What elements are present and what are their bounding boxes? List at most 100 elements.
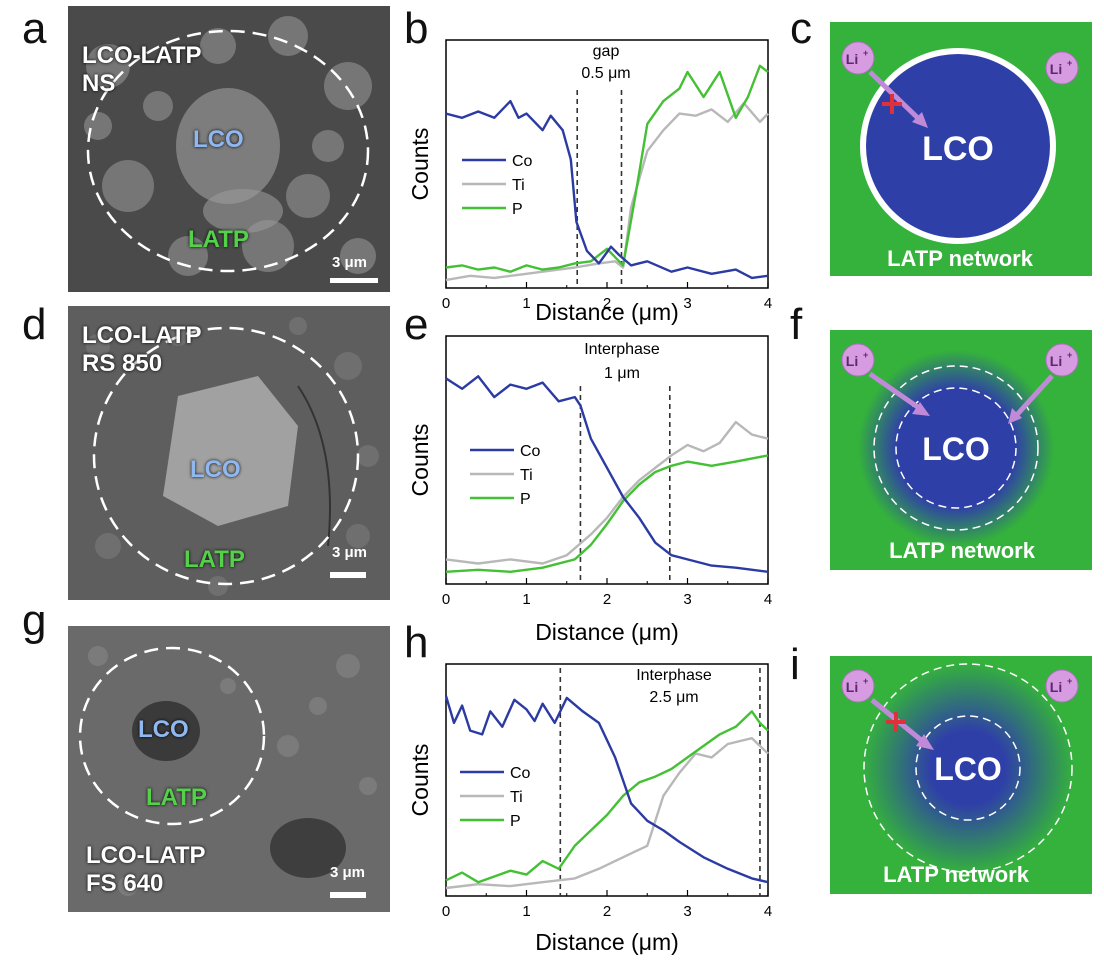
x-tick-label: 3 — [683, 591, 691, 608]
li-ion-icon — [841, 343, 875, 377]
series-line-co — [445, 375, 769, 573]
chart-svg: 0 1 2 3 4 Co Ti P Distance (μm) Counts Interph… — [407, 663, 772, 955]
schematic-svg: LCO LATP network Li + Li + — [841, 41, 1079, 271]
sem-sample-label: LCO-LATP FS 640 — [86, 842, 206, 897]
x-tick-label: 3 — [683, 903, 691, 920]
scale-bar-label: 3 μm — [332, 544, 368, 561]
eds-line-scan-chart-e: 0 1 2 3 4 Co Ti P Distance (μm) Counts Interph… — [400, 332, 790, 650]
legend-label-ti: Ti — [512, 177, 525, 194]
panel-label-f: f — [790, 300, 803, 349]
annotation-line1: gap — [593, 43, 620, 60]
sem-lco-label: LCO — [138, 716, 189, 743]
x-axis-label: Distance (μm) — [535, 619, 679, 645]
li-ion-charge: + — [1067, 676, 1072, 686]
series-line-p — [445, 64, 769, 273]
series-line-ti — [445, 736, 769, 890]
scale-bar-label: 3 μm — [330, 864, 366, 881]
x-tick-label: 1 — [522, 903, 530, 920]
network-label: LATP network — [887, 246, 1034, 271]
outer-boundary — [873, 365, 1039, 531]
schematic-c: LCO LATP network Li + Li + — [830, 22, 1092, 276]
sem-image-g: LCO-LATP FS 640 LCO LATP 3 μm — [68, 626, 390, 912]
sem-texture — [68, 626, 390, 912]
li-diffusion-arrow — [868, 70, 924, 124]
panel-label-i: i — [790, 640, 800, 689]
x-tick-label: 2 — [603, 591, 611, 608]
x-tick-label: 4 — [764, 903, 772, 920]
sem-latp-label: LATP — [184, 546, 245, 573]
series-line-ti — [445, 420, 769, 565]
sem-image-d: LCO-LATP RS 850 LCO LATP 3 μm — [68, 306, 390, 600]
y-axis-label: Counts — [407, 744, 433, 817]
series-line-ti — [445, 101, 769, 282]
panel-label-h: h — [404, 618, 429, 667]
inner-boundary — [915, 715, 1021, 821]
li-ion-label: Li — [846, 353, 858, 369]
li-ion-charge: + — [863, 676, 868, 686]
li-ion-icon — [1045, 51, 1079, 85]
x-axis-label: Distance (μm) — [535, 929, 679, 955]
sem-image-a: LCO-LATP NS LCO LATP 3 μm — [68, 6, 390, 292]
sem-boundary-circle — [78, 646, 366, 898]
li-ion-label: Li — [1050, 679, 1062, 695]
scale-bar-label: 3 μm — [332, 254, 368, 271]
li-ion-label: Li — [846, 679, 858, 695]
network-label: LATP network — [883, 862, 1030, 887]
legend-label-co: Co — [512, 153, 533, 170]
series-line-p — [445, 710, 769, 884]
arrow-head — [916, 734, 934, 750]
li-ion-icon — [1045, 343, 1079, 377]
arrow-head — [1008, 408, 1022, 424]
li-ion-label: Li — [846, 51, 858, 67]
annotation-line2: 2.5 μm — [649, 689, 698, 706]
panel-label-d: d — [22, 300, 47, 349]
eds-line-scan-chart-h: 0 1 2 3 4 Co Ti P Distance (μm) Counts Interph… — [400, 658, 790, 958]
x-tick-label: 0 — [442, 903, 450, 920]
sem-latp-label: LATP — [146, 784, 207, 811]
chart-svg: 0 1 2 3 4 Co Ti P Distance (μm) Counts gap 0.5… — [407, 39, 772, 325]
inner-boundary — [895, 387, 1017, 509]
lco-particle — [866, 54, 1050, 238]
x-axis-label: Distance (μm) — [535, 299, 679, 325]
legend-label-p: P — [512, 201, 523, 218]
legend-label-ti: Ti — [510, 789, 523, 806]
network-label: LATP network — [889, 538, 1036, 563]
li-ion-charge: + — [1067, 58, 1072, 68]
x-tick-label: 4 — [764, 295, 772, 312]
sem-boundary-circle — [86, 29, 378, 283]
x-tick-label: 2 — [603, 295, 611, 312]
x-tick-label: 0 — [442, 295, 450, 312]
li-diffusion-arrow — [868, 371, 924, 413]
x-tick-label: 1 — [522, 295, 530, 312]
panel-label-e: e — [404, 300, 429, 349]
li-ion-charge: + — [1067, 350, 1072, 360]
panel-label-c: c — [790, 4, 812, 53]
legend-label-ti: Ti — [520, 467, 533, 484]
chart-svg: 0 1 2 3 4 Co Ti P Distance (μm) Counts Interph… — [407, 335, 772, 645]
sem-lco-label: LCO — [193, 126, 244, 153]
sem-texture — [68, 6, 390, 292]
legend-label-p: P — [510, 813, 521, 830]
lco-label: LCO — [922, 431, 990, 467]
schematic-svg: LCO LATP network Li + Li + — [841, 662, 1079, 887]
y-axis-label: Counts — [407, 128, 433, 201]
annotation-line1: Interphase — [636, 667, 712, 684]
li-ion-charge: + — [863, 48, 868, 58]
series-line-co — [444, 695, 769, 884]
eds-line-scan-chart-b: 0 1 2 3 4 Co Ti P Distance (μm) Counts gap 0.5… — [400, 30, 790, 330]
series-line-co — [445, 99, 769, 280]
legend-label-co: Co — [510, 765, 531, 782]
blocked-cross-icon — [882, 94, 902, 114]
li-ion-icon — [841, 41, 875, 75]
lco-label: LCO — [922, 130, 994, 168]
panel-label-b: b — [404, 4, 429, 53]
lco-label: LCO — [934, 751, 1002, 787]
li-ion-icon — [1045, 669, 1079, 703]
sem-latp-label: LATP — [188, 226, 249, 253]
arrow-head — [912, 402, 930, 416]
blocked-cross-icon — [886, 712, 906, 732]
interphase-gradient — [862, 662, 1074, 874]
panel-label-g: g — [22, 596, 47, 645]
panel-label-a: a — [22, 4, 47, 53]
sem-lco-label: LCO — [190, 456, 241, 483]
